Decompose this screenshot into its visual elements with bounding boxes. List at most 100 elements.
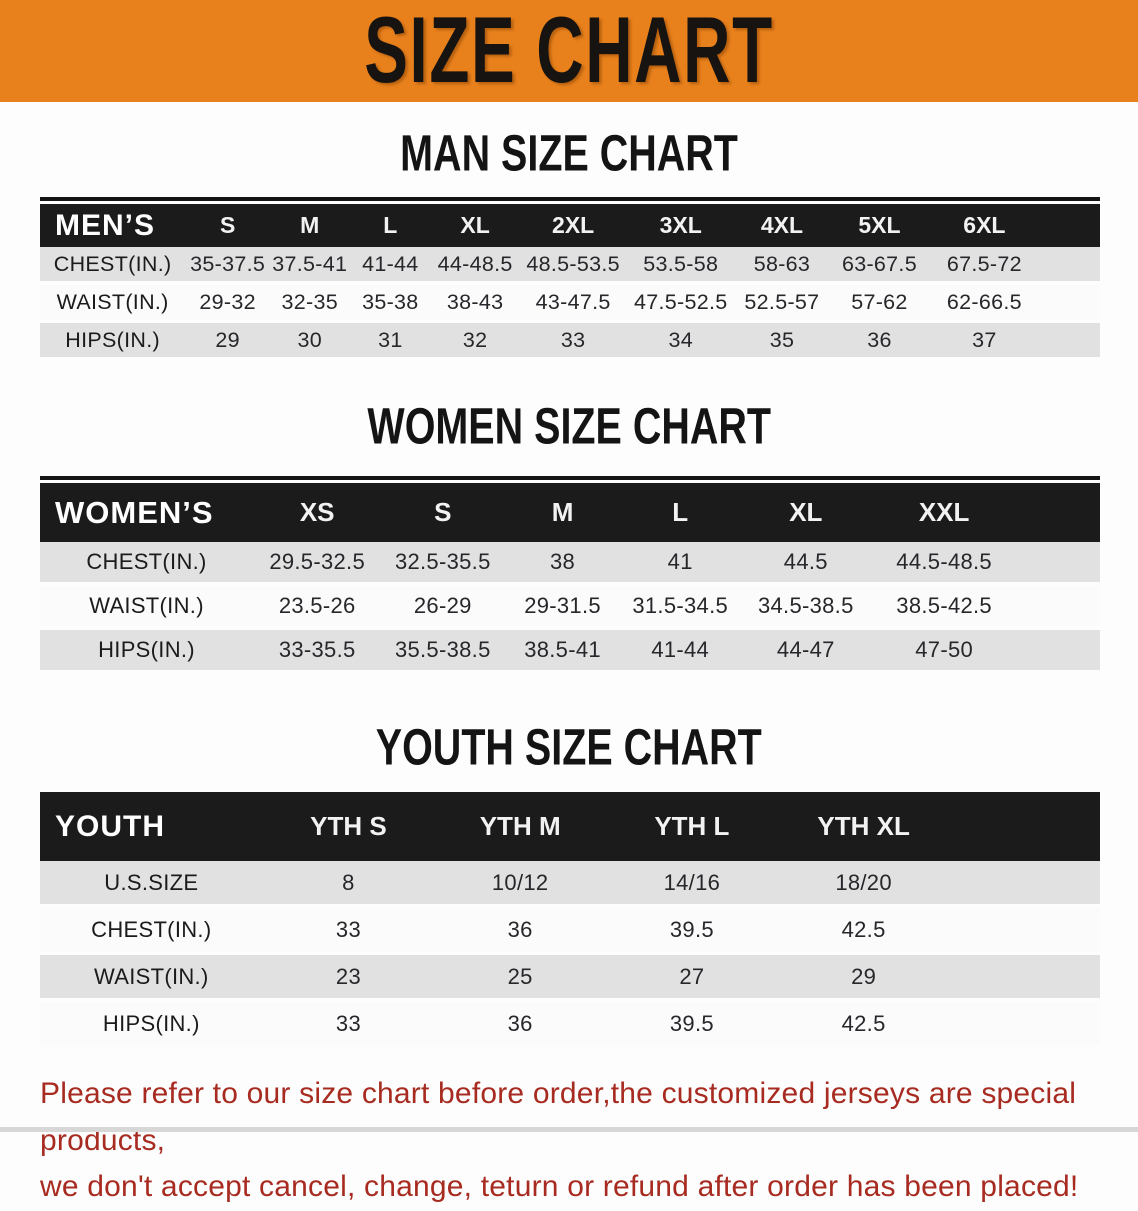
cell-filler: [1016, 586, 1100, 630]
cell: 32.5-35.5: [381, 542, 505, 586]
cell: 42.5: [777, 1002, 950, 1049]
cell-filler: [1016, 542, 1100, 586]
men-table: MEN’S S M L XL 2XL 3XL 4XL 5XL 6XL CHEST…: [40, 204, 1100, 361]
man-section-title: MAN SIZE CHART: [400, 123, 738, 182]
cell: 48.5-53.5: [519, 247, 628, 285]
youth-chest-row: CHEST(IN.) 33 36 39.5 42.5: [40, 908, 1100, 955]
cell: 35-38: [349, 285, 432, 323]
men-col-header: L: [349, 204, 432, 247]
women-col-header: L: [620, 483, 740, 542]
cell: 35: [734, 323, 830, 361]
cell: 8: [262, 861, 435, 908]
cell: 31: [349, 323, 432, 361]
cell: 63-67.5: [829, 247, 930, 285]
youth-header-filler: [949, 792, 1100, 861]
cell: 38.5-42.5: [872, 586, 1017, 630]
row-label: U.S.SIZE: [40, 861, 263, 908]
cell-filler: [1039, 285, 1100, 323]
women-header-filler: [1016, 483, 1100, 542]
cell: 37: [929, 323, 1040, 361]
youth-hips-row: HIPS(IN.) 33 36 39.5 42.5: [40, 1002, 1100, 1049]
youth-col-header: YTH XL: [777, 792, 950, 861]
cell: 38.5-41: [504, 630, 621, 674]
youth-ussize-row: U.S.SIZE 8 10/12 14/16 18/20: [40, 861, 1100, 908]
cell: 37.5-41: [270, 247, 350, 285]
youth-section-title: YOUTH SIZE CHART: [375, 717, 763, 776]
cell: 35.5-38.5: [381, 630, 505, 674]
youth-col-header: YTH S: [262, 792, 435, 861]
men-table-top-rule: [40, 197, 1100, 201]
cell: 14/16: [606, 861, 778, 908]
cell: 39.5: [606, 908, 778, 955]
cell: 29-32: [185, 285, 271, 323]
cell: 41: [620, 542, 740, 586]
men-col-header: M: [270, 204, 350, 247]
cell-filler: [949, 1002, 1100, 1049]
cell-filler: [949, 861, 1100, 908]
row-label: CHEST(IN.): [40, 542, 254, 586]
cell: 33: [262, 1002, 435, 1049]
disclaimer-line-1: Please refer to our size chart before or…: [40, 1077, 1077, 1157]
cell-filler: [1039, 323, 1100, 361]
cell: 26-29: [381, 586, 505, 630]
cell: 29.5-32.5: [253, 542, 382, 586]
women-table-top-rule: [40, 476, 1100, 480]
women-col-header: XS: [253, 483, 382, 542]
women-corner-label: WOMEN’S: [40, 483, 254, 542]
cell: 36: [829, 323, 930, 361]
cell: 53.5-58: [627, 247, 735, 285]
disclaimer-line-2: we don't accept cancel, change, teturn o…: [40, 1170, 1079, 1203]
cell: 43-47.5: [519, 285, 628, 323]
men-chest-row: CHEST(IN.) 35-37.5 37.5-41 41-44 44-48.5…: [40, 247, 1100, 285]
cell: 25: [434, 955, 607, 1002]
men-col-header: 6XL: [929, 204, 1040, 247]
cell: 29: [185, 323, 271, 361]
women-size-table: WOMEN’S XS S M L XL XXL CHEST(IN.) 29.5-…: [40, 476, 1100, 674]
men-col-header: 5XL: [829, 204, 930, 247]
cell: 58-63: [734, 247, 830, 285]
men-col-header: XL: [431, 204, 520, 247]
row-label: WAIST(IN.): [40, 285, 186, 323]
women-col-header: XL: [739, 483, 873, 542]
cell: 38-43: [431, 285, 520, 323]
page-title: SIZE CHART: [364, 0, 774, 103]
row-label: CHEST(IN.): [40, 247, 186, 285]
cell: 38: [504, 542, 621, 586]
cell: 34: [627, 323, 735, 361]
men-col-header: 3XL: [627, 204, 735, 247]
cell: 44.5-48.5: [872, 542, 1017, 586]
row-label: WAIST(IN.): [40, 955, 263, 1002]
man-section-title-wrap: MAN SIZE CHART: [0, 123, 1138, 182]
men-col-header: 4XL: [734, 204, 830, 247]
cell: 32: [431, 323, 520, 361]
cell: 67.5-72: [929, 247, 1040, 285]
banner: SIZE CHART: [0, 0, 1138, 102]
cell: 10/12: [434, 861, 607, 908]
cell: 27: [606, 955, 778, 1002]
cell: 35-37.5: [185, 247, 271, 285]
cell: 52.5-57: [734, 285, 830, 323]
cell-filler: [1016, 630, 1100, 674]
cell: 33: [262, 908, 435, 955]
cell-filler: [949, 908, 1100, 955]
cell: 23.5-26: [253, 586, 382, 630]
cell: 47-50: [872, 630, 1017, 674]
youth-col-header: YTH M: [434, 792, 607, 861]
men-waist-row: WAIST(IN.) 29-32 32-35 35-38 38-43 43-47…: [40, 285, 1100, 323]
cell: 41-44: [349, 247, 432, 285]
cell: 36: [434, 1002, 607, 1049]
cell: 47.5-52.5: [627, 285, 735, 323]
youth-table: YOUTH YTH S YTH M YTH L YTH XL U.S.SIZE …: [40, 792, 1100, 1049]
cell: 33-35.5: [253, 630, 382, 674]
cell: 23: [262, 955, 435, 1002]
cell: 42.5: [777, 908, 950, 955]
women-section-title-wrap: WOMEN SIZE CHART: [0, 397, 1138, 454]
youth-size-table: YOUTH YTH S YTH M YTH L YTH XL U.S.SIZE …: [40, 792, 1100, 1049]
cell: 31.5-34.5: [620, 586, 740, 630]
cell-filler: [949, 955, 1100, 1002]
cell: 29-31.5: [504, 586, 621, 630]
men-header-filler: [1039, 204, 1100, 247]
youth-header-row: YOUTH YTH S YTH M YTH L YTH XL: [40, 792, 1100, 861]
women-hips-row: HIPS(IN.) 33-35.5 35.5-38.5 38.5-41 41-4…: [40, 630, 1100, 674]
